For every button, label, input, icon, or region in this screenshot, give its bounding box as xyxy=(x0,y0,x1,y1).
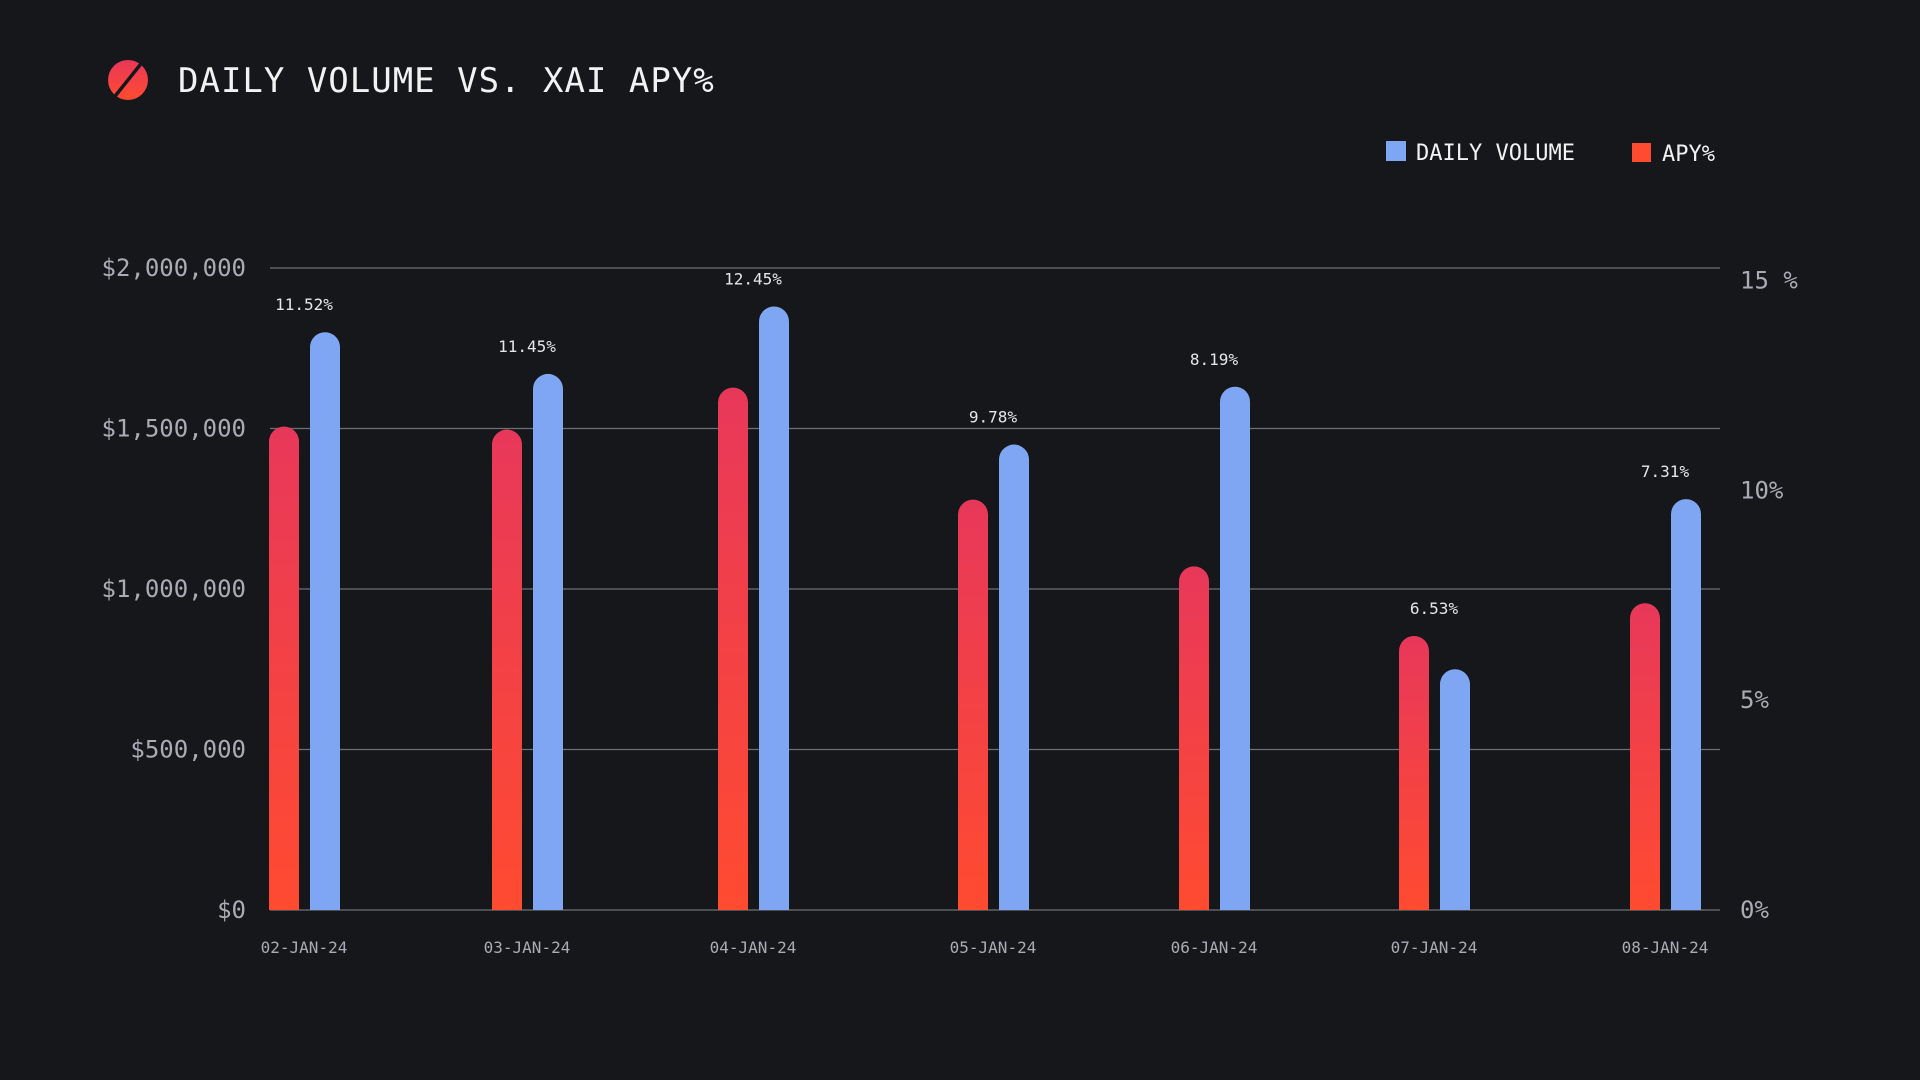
bar-volume xyxy=(1220,386,1250,910)
x-axis-tick-label: 06-JAN-24 xyxy=(1171,938,1258,957)
bar-volume xyxy=(310,332,340,910)
x-axis-tick-label: 02-JAN-24 xyxy=(261,938,348,957)
chart-title: DAILY VOLUME VS. XAI APY% xyxy=(178,61,715,101)
left-axis-tick-label: $500,000 xyxy=(130,736,246,764)
bar-volume xyxy=(759,306,789,910)
bar-apy xyxy=(718,387,748,910)
right-axis-tick-label: 5% xyxy=(1740,686,1769,714)
apy-data-label: 8.19% xyxy=(1190,350,1239,369)
right-axis-tick-label: 0% xyxy=(1740,896,1769,924)
right-axis-tick-label: 15 % xyxy=(1740,267,1798,295)
bar-apy xyxy=(492,429,522,910)
chart-legend: DAILY VOLUME APY% xyxy=(1386,141,1715,167)
slash-circle-icon xyxy=(108,60,148,100)
left-axis-tick-label: $2,000,000 xyxy=(102,254,247,282)
apy-data-label: 9.78% xyxy=(969,408,1018,427)
legend-swatch-apy xyxy=(1632,143,1651,162)
x-axis-tick-label: 05-JAN-24 xyxy=(950,938,1037,957)
apy-data-label: 12.45% xyxy=(724,270,782,289)
bar-volume xyxy=(1440,669,1470,910)
legend-swatch-volume xyxy=(1386,141,1406,161)
bar-apy xyxy=(958,499,988,910)
bar-volume xyxy=(533,373,563,910)
apy-data-label: 7.31% xyxy=(1641,462,1690,481)
left-axis: $0 $500,000 $1,000,000 $1,500,000 $2,000,000 xyxy=(102,254,247,924)
bar-volume xyxy=(999,444,1029,910)
x-axis-tick-label: 07-JAN-24 xyxy=(1391,938,1478,957)
bar-volume xyxy=(1671,499,1701,910)
left-axis-tick-label: $1,500,000 xyxy=(102,415,247,443)
apy-data-label: 11.45% xyxy=(498,337,556,356)
grid-lines xyxy=(270,267,1720,911)
legend-label-volume: DAILY VOLUME xyxy=(1416,141,1575,166)
left-axis-tick-label: $0 xyxy=(217,896,246,924)
chart-header: DAILY VOLUME VS. XAI APY% xyxy=(108,60,715,101)
apy-data-label: 6.53% xyxy=(1410,599,1459,618)
bar-apy xyxy=(1399,635,1429,910)
bar-apy xyxy=(1630,603,1660,910)
bar-apy xyxy=(1179,566,1209,910)
right-axis: 0% 5% 10% 15 % xyxy=(1740,267,1798,924)
x-axis-tick-label: 03-JAN-24 xyxy=(484,938,571,957)
x-axis: 02-JAN-24 03-JAN-24 04-JAN-24 05-JAN-24 06-J… xyxy=(261,938,1709,957)
bars xyxy=(269,306,1701,910)
right-axis-tick-label: 10% xyxy=(1740,476,1784,504)
bar-apy xyxy=(269,426,299,910)
left-axis-tick-label: $1,000,000 xyxy=(102,575,247,603)
apy-data-label: 11.52% xyxy=(275,295,333,314)
legend-label-apy: APY% xyxy=(1662,142,1715,167)
x-axis-tick-label: 08-JAN-24 xyxy=(1622,938,1709,957)
x-axis-tick-label: 04-JAN-24 xyxy=(710,938,797,957)
data-labels: 11.52% 11.45% 12.45% 9.78% 8.19% 6.53% 7.31% xyxy=(275,270,1689,618)
